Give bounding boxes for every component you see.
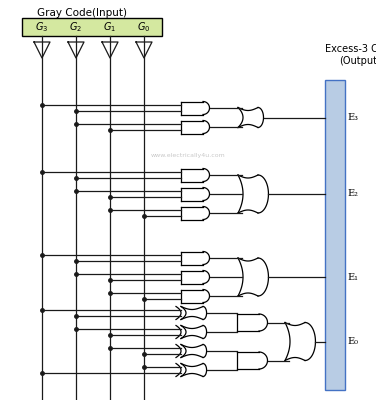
Text: E₀: E₀ [347,337,358,346]
Text: E₂: E₂ [347,190,358,198]
Text: $G_3$: $G_3$ [35,20,49,34]
Text: $G_1$: $G_1$ [103,20,117,34]
Text: $G_0$: $G_0$ [137,20,151,34]
Bar [22,18,162,36]
Text: $G_2$: $G_2$ [70,20,83,34]
Bar [325,80,345,390]
Text: www.electrically4u.com: www.electrically4u.com [151,152,225,158]
Text: E₁: E₁ [347,272,358,282]
Text: Excess-3 Code
(Output): Excess-3 Code (Output) [324,44,376,66]
Text: E₃: E₃ [347,113,358,122]
Text: Gray Code(Input): Gray Code(Input) [37,8,127,18]
